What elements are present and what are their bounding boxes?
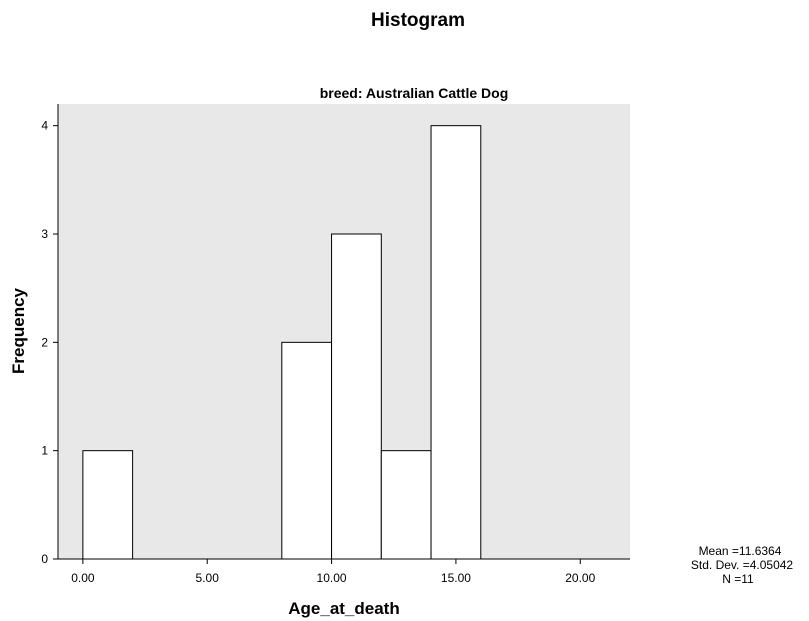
histogram-bar-0 [82, 450, 134, 560]
x-ticks-group: 0.00 5.00 10.00 15.00 20.00 [71, 559, 596, 585]
stats-n: N =11 [722, 572, 754, 586]
y-tick-label: 4 [41, 119, 48, 133]
histogram-bar-1 [281, 341, 333, 560]
histogram-bar-3 [380, 450, 432, 560]
y-tick-label: 2 [41, 335, 48, 349]
y-axis-label: Frequency [9, 287, 28, 374]
stats-mean: Mean =11.6364 [699, 544, 782, 558]
histogram-bar-4 [430, 125, 482, 560]
chart-subtitle: breed: Australian Cattle Dog [320, 85, 509, 101]
y-ticks-group: 0 1 2 3 4 [41, 119, 58, 566]
bars-group [82, 125, 482, 560]
x-tick-label: 5.00 [196, 571, 220, 585]
stats-box: Mean =11.6364 Std. Dev. =4.05042 N =11 [691, 544, 794, 586]
chart-title: Histogram [371, 10, 465, 31]
y-tick-label: 3 [41, 227, 48, 241]
x-tick-label: 10.00 [317, 571, 347, 585]
x-axis-label: Age_at_death [288, 599, 399, 618]
stats-std-dev: Std. Dev. =4.05042 [691, 558, 794, 572]
x-tick-label: 0.00 [71, 571, 95, 585]
y-tick-label: 0 [41, 552, 48, 566]
histogram-bar-2 [331, 233, 382, 560]
x-tick-label: 20.00 [565, 571, 595, 585]
x-tick-label: 15.00 [441, 571, 471, 585]
y-tick-label: 1 [41, 444, 48, 458]
